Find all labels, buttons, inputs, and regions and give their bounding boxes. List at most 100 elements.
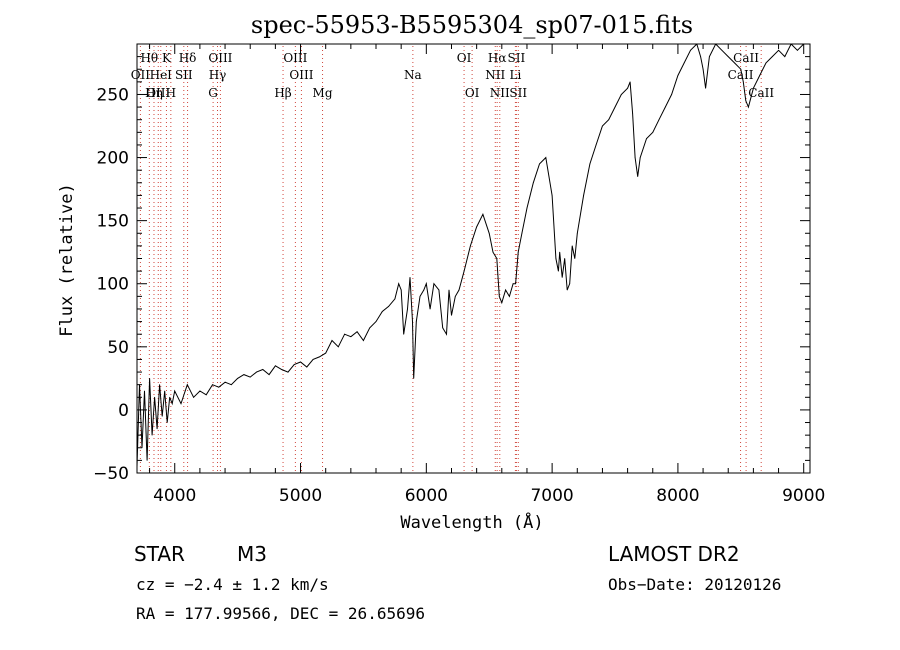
y-tick-label: 150 — [97, 212, 129, 232]
spectrum-point — [409, 277, 411, 278]
spectrum-point — [164, 390, 166, 392]
spectrum-point — [398, 283, 400, 285]
spectrum-point — [505, 289, 506, 291]
y-axis: −50 0 50 100 150 200 250 — [93, 43, 810, 484]
spectrum-point — [639, 157, 641, 159]
line-marker-label: OIII — [208, 51, 232, 65]
spectrum-point — [492, 251, 494, 253]
spectrum-point — [458, 289, 460, 291]
spectrum-point — [171, 403, 173, 404]
spectrum-point — [256, 371, 257, 373]
spectrum-point — [205, 394, 207, 396]
spectrum-point — [521, 232, 523, 234]
spectrum-point — [759, 75, 761, 76]
x-tick-label: 9000 — [782, 486, 825, 506]
spectrum-point — [415, 321, 417, 322]
spectrum-point — [463, 270, 465, 272]
spectrum-point — [526, 207, 528, 209]
spectrum-point — [419, 296, 421, 297]
spectrum-point — [180, 403, 182, 404]
spectrum-point — [564, 258, 566, 259]
line-marker-label: SII — [175, 68, 193, 82]
spectrum-point — [325, 352, 327, 354]
spectrum-point — [748, 106, 749, 108]
spectrum-point — [156, 428, 158, 430]
spectrum-point — [515, 283, 516, 285]
spectrum-point — [306, 366, 308, 368]
spectrum-point — [350, 336, 352, 338]
spectrum-point — [425, 283, 427, 285]
spectrum-point — [488, 232, 490, 234]
y-tick-label: 100 — [97, 275, 129, 295]
series-layer — [137, 44, 805, 468]
spectrum-point — [166, 422, 168, 423]
spectrum-point — [151, 434, 153, 436]
line-marker-label: OII — [131, 68, 151, 82]
spectrum-point — [709, 56, 710, 57]
x-tick-label: 8000 — [656, 486, 699, 506]
spectrum-point — [186, 384, 188, 386]
plot-frame — [136, 43, 811, 474]
line-marker-label: Mg — [313, 86, 333, 100]
spectrum-point — [608, 119, 610, 121]
spectrum-point — [778, 49, 779, 51]
line-marker-label: Hθ — [140, 51, 158, 65]
x-tick-label: 7000 — [530, 486, 573, 506]
spectrum-point — [394, 298, 396, 300]
x-axis: 4000 5000 6000 7000 8000 9000 — [149, 44, 825, 506]
spectrum-point — [407, 308, 408, 310]
line-marker-label: Hδ — [179, 51, 197, 65]
spectrum-point — [193, 396, 195, 398]
spectrum-point — [734, 62, 735, 64]
spectrum-point — [576, 232, 578, 234]
spectrum-point — [429, 308, 431, 310]
spectrum-point — [632, 113, 633, 114]
x-tick-label: 6000 — [405, 486, 448, 506]
spectrum-point — [388, 306, 389, 307]
spectrum-point — [454, 296, 456, 297]
spectrum-point — [614, 106, 616, 108]
spectrum-point — [539, 163, 540, 165]
line-marker-label: NII — [490, 86, 510, 100]
spectrum-point — [482, 213, 484, 215]
line-marker-label: H — [166, 86, 176, 100]
object-subclass: M3 — [237, 542, 267, 566]
line-marker-label: OIII — [146, 86, 170, 100]
spectrum-point — [677, 75, 679, 76]
spectrum-point — [344, 333, 345, 335]
spectrum-point — [412, 321, 413, 322]
object-type: STAR — [134, 542, 185, 566]
spectrum-point — [476, 226, 477, 228]
spectrum-point — [771, 56, 773, 57]
line-marker-label: OIII — [289, 68, 313, 82]
line-marker-label: K — [162, 51, 172, 65]
survey-name: LAMOST DR2 — [608, 542, 740, 566]
spectrum-point — [400, 289, 402, 291]
spectrum-point — [438, 289, 440, 291]
spectrum-point — [627, 87, 628, 89]
line-marker-label: OI — [465, 86, 480, 100]
spectrum-point — [561, 277, 563, 278]
spectrum-point — [262, 369, 264, 370]
redshift-cz: cz = −2.4 ± 1.2 km/s — [136, 575, 329, 594]
spectrum-point — [237, 378, 239, 379]
spectrum-point — [363, 340, 364, 341]
spectrum-point — [634, 157, 636, 159]
spectrum-line — [137, 44, 805, 467]
spectrum-point — [498, 296, 500, 297]
chart-title: spec-55953-B5595304_sp07-015.fits — [251, 11, 693, 39]
spectrum-point — [403, 333, 405, 335]
spectrum-point — [721, 49, 723, 51]
line-marker-label: SII — [508, 51, 526, 65]
y-tick-label: 50 — [107, 338, 129, 358]
spectrum-point — [664, 106, 666, 108]
spectrum-point — [448, 289, 450, 291]
spectrum-point — [169, 396, 171, 398]
y-tick-label: 0 — [118, 401, 129, 421]
spectrum-point — [671, 94, 672, 95]
spectrum-point — [583, 195, 584, 196]
spectrum-point — [496, 258, 498, 259]
spectrum-point — [745, 100, 747, 102]
spectrum-point — [595, 144, 597, 146]
spectrum-point — [451, 314, 452, 316]
